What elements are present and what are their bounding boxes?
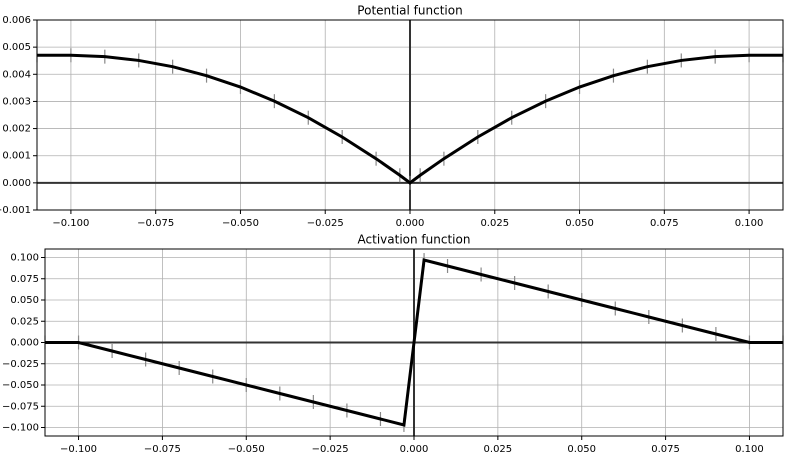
plot-frame [36, 19, 784, 211]
y-tick-label: 0.000 [2, 178, 31, 189]
x-tick-label: 0.025 [484, 444, 513, 455]
y-tick-label: 0.000 [10, 338, 39, 349]
chart-title: Activation function [358, 233, 471, 247]
x-tick-label: 0.075 [650, 218, 679, 229]
x-tick-label: −0.075 [144, 444, 181, 455]
y-tick-label: 0.001 [2, 151, 31, 162]
x-tick-label: 0.025 [480, 218, 509, 229]
y-tick-label: 0.050 [10, 295, 39, 306]
y-tick-label: 0.075 [10, 274, 39, 285]
x-tick-label: −0.025 [312, 444, 349, 455]
plot-frame [44, 248, 784, 437]
x-tick-label: 0.050 [565, 218, 594, 229]
y-tick-label: −0.100 [2, 423, 39, 434]
x-tick-label: 0.075 [651, 444, 680, 455]
x-tick-label: −0.025 [307, 218, 344, 229]
y-tick-label: −0.050 [2, 380, 39, 391]
x-tick-label: 0.000 [396, 218, 425, 229]
x-tick-label: −0.100 [52, 218, 89, 229]
x-tick-label: 0.100 [735, 444, 764, 455]
y-tick-label: 0.100 [10, 253, 39, 264]
y-tick-label: −0.025 [2, 359, 39, 370]
x-tick-label: −0.050 [222, 218, 259, 229]
chart-title: Potential function [357, 4, 462, 18]
series-line [45, 258, 783, 427]
x-tick-label: −0.100 [60, 444, 97, 455]
y-tick-label: 0.006 [2, 15, 31, 26]
x-tick-label: 0.050 [567, 444, 596, 455]
x-tick-label: 0.000 [400, 444, 429, 455]
x-tick-label: 0.100 [735, 218, 764, 229]
y-tick-label: −0.001 [0, 205, 31, 216]
y-tick-label: 0.005 [2, 42, 31, 53]
x-tick-label: −0.075 [137, 218, 174, 229]
y-tick-label: 0.025 [10, 316, 39, 327]
y-tick-label: 0.003 [2, 96, 31, 107]
x-tick-label: −0.050 [228, 444, 265, 455]
series-line [37, 53, 783, 185]
y-tick-label: 0.004 [2, 69, 31, 80]
y-tick-label: 0.002 [2, 124, 31, 135]
y-tick-label: −0.075 [2, 401, 39, 412]
